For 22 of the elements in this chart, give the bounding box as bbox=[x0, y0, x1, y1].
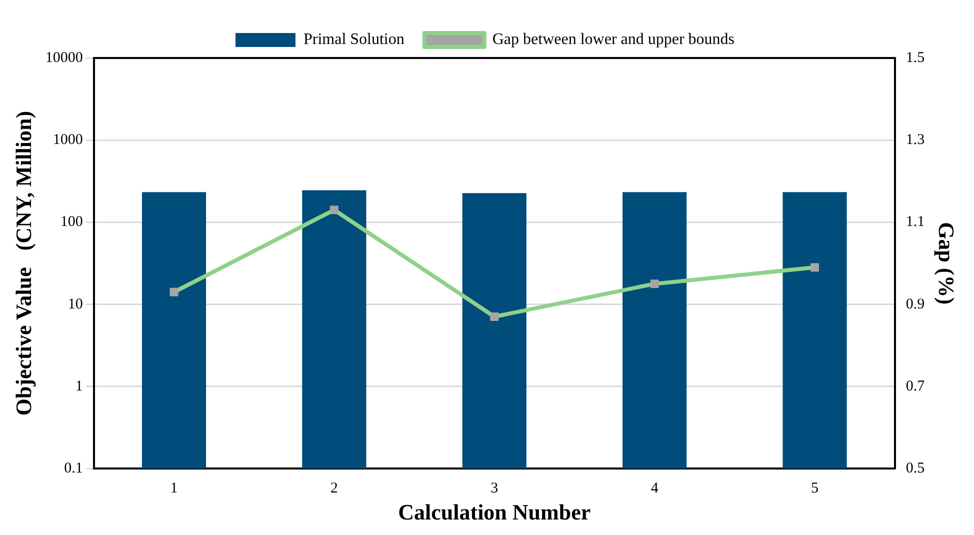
y-tick-label: 10 bbox=[68, 296, 83, 312]
y2-tick-label: 0.5 bbox=[906, 460, 925, 477]
y2-axis-title: Gap (%) bbox=[934, 222, 960, 305]
x-tick-label: 2 bbox=[330, 480, 338, 497]
y2-tick-label: 0.7 bbox=[906, 378, 926, 394]
y2-tick-label: 1.3 bbox=[906, 132, 925, 148]
y-tick-label: 1000 bbox=[52, 132, 83, 148]
x-tick-label: 1 bbox=[170, 480, 178, 497]
x-tick-label: 4 bbox=[650, 480, 659, 497]
y2-tick-label: 1.1 bbox=[906, 214, 925, 230]
y2-tick-label: 1.5 bbox=[906, 50, 925, 66]
y-tick-label: 10000 bbox=[45, 50, 83, 66]
legend-label: Gap between lower and upper bounds bbox=[492, 31, 735, 48]
x-tick-label: 5 bbox=[811, 480, 819, 497]
y-tick-label: 100 bbox=[60, 214, 83, 230]
x-tick-label: 3 bbox=[490, 480, 498, 497]
legend-label: Primal Solution bbox=[303, 31, 404, 48]
y-axis-title: Objective Value (CNY, Million) bbox=[10, 110, 36, 416]
y-tick-label: 0.1 bbox=[64, 460, 83, 477]
y-tick-label: 1 bbox=[75, 378, 83, 394]
y2-tick-label: 0.9 bbox=[906, 296, 925, 312]
x-axis-title: Calculation Number bbox=[398, 499, 591, 524]
